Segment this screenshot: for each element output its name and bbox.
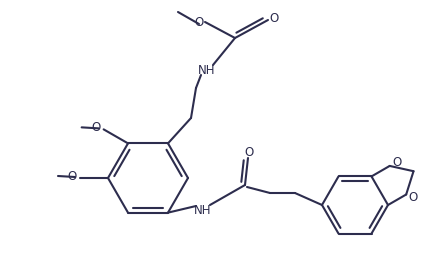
Text: NH: NH (198, 63, 216, 76)
Text: O: O (67, 169, 77, 182)
Text: NH: NH (194, 204, 212, 217)
Text: O: O (409, 191, 418, 204)
Text: O: O (269, 12, 279, 25)
Text: O: O (392, 156, 401, 169)
Text: O: O (91, 121, 100, 134)
Text: O: O (194, 15, 204, 28)
Text: O: O (244, 146, 254, 159)
